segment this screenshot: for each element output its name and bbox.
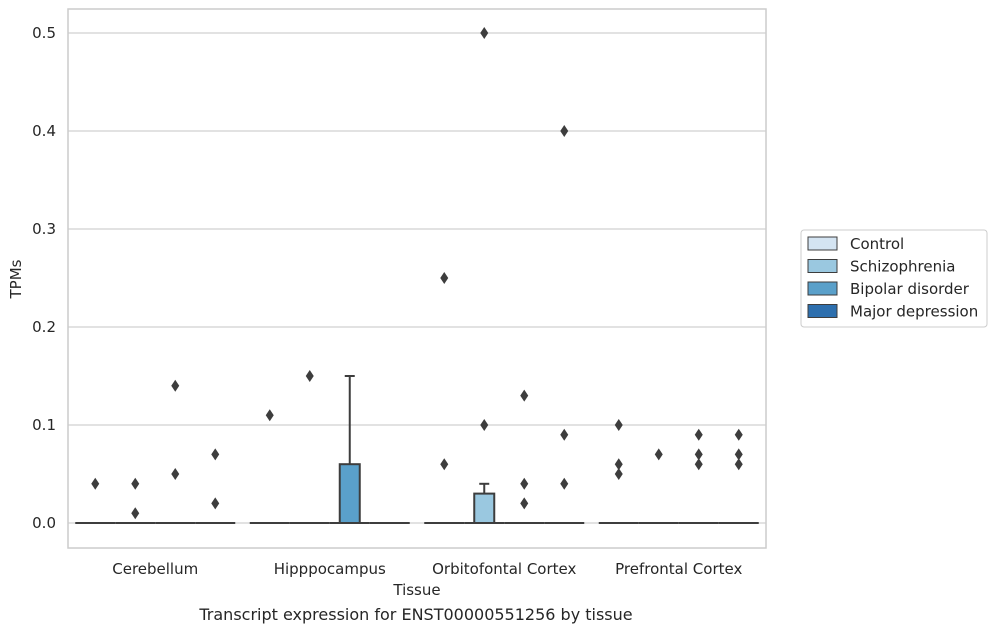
legend-swatch: [807, 304, 838, 318]
box-group: [638, 448, 679, 524]
box-group: [424, 272, 465, 524]
x-tick-label: Hipppocampus: [274, 560, 386, 578]
outlier-point: [560, 477, 569, 490]
legend-swatch: [807, 236, 838, 251]
outlier-point: [211, 497, 220, 510]
outlier-point: [305, 370, 314, 382]
outlier-point: [520, 389, 529, 402]
box-group: [464, 27, 505, 525]
y-tick-label: 0.1: [32, 416, 56, 434]
box-group: [329, 375, 370, 525]
box-group: [504, 389, 545, 524]
x-tick-label: Cerebellum: [112, 560, 198, 578]
legend-frame: [800, 229, 988, 328]
outlier-point: [171, 379, 180, 392]
x-tick-labels: Cerebellum Hipppocampus Orbitofontal Corte…: [112, 560, 742, 578]
legend-label: Control: [850, 235, 904, 253]
y-tick-label: 0.3: [32, 220, 56, 238]
box-group: [718, 428, 759, 524]
legend-label: Bipolar disorder: [850, 280, 970, 298]
outlier-point: [734, 428, 743, 441]
outlier-point: [480, 419, 489, 431]
legend-label: Schizophrenia: [850, 258, 955, 276]
outlier-point: [614, 458, 623, 471]
box-body: [338, 463, 361, 525]
outlier-point: [694, 428, 703, 441]
legend-swatch: [807, 259, 838, 273]
y-axis-label: TPMs: [7, 259, 25, 299]
x-tick-label: Orbitofontal Cortex: [432, 560, 576, 578]
outlier-point: [131, 507, 140, 520]
legend-label: Major depression: [850, 303, 978, 321]
outlier-point: [91, 477, 100, 490]
outlier-point: [614, 419, 623, 431]
y-tick-labels: 0.0 0.1 0.2 0.3 0.4 0.5: [32, 24, 56, 532]
box-group: [289, 370, 330, 524]
x-tick-label: Prefrontal Cortex: [615, 560, 742, 578]
box-marks: [75, 27, 759, 525]
outlier-point: [211, 448, 220, 461]
box-group: [544, 125, 585, 524]
outlier-point: [694, 458, 703, 471]
outlier-point: [734, 448, 743, 461]
outlier-point: [694, 448, 703, 461]
outlier-point: [171, 468, 180, 480]
outlier-point: [520, 497, 529, 510]
box-group: [195, 448, 236, 524]
outlier-point: [614, 468, 623, 480]
outlier-point: [560, 125, 569, 137]
outlier-point: [520, 477, 529, 490]
box-group: [678, 428, 719, 524]
box-group: [75, 477, 116, 524]
outlier-point: [734, 458, 743, 471]
y-tick-label: 0.5: [32, 24, 56, 42]
y-tick-label: 0.0: [32, 514, 56, 532]
gridlines: [68, 32, 766, 524]
x-axis-label: Tissue: [392, 581, 440, 599]
plot-frame: [67, 8, 767, 549]
outlier-point: [480, 27, 489, 39]
box-group: [249, 409, 290, 524]
legend-swatch: [807, 281, 838, 296]
outlier-point: [560, 428, 569, 441]
y-tick-label: 0.2: [32, 318, 56, 336]
box-group: [115, 477, 156, 524]
box-group: [598, 419, 639, 524]
outlier-point: [654, 448, 663, 461]
outlier-point: [440, 458, 449, 471]
outlier-point: [265, 409, 274, 422]
y-tick-label: 0.4: [32, 122, 56, 140]
outlier-point: [131, 477, 140, 490]
box-body: [473, 492, 496, 525]
box-group: [155, 379, 196, 524]
figure-caption: Transcript expression for ENST0000055125…: [199, 605, 633, 624]
legend: Control Schizophrenia Bipolar disorder Majo…: [800, 229, 988, 328]
outlier-point: [440, 272, 449, 284]
